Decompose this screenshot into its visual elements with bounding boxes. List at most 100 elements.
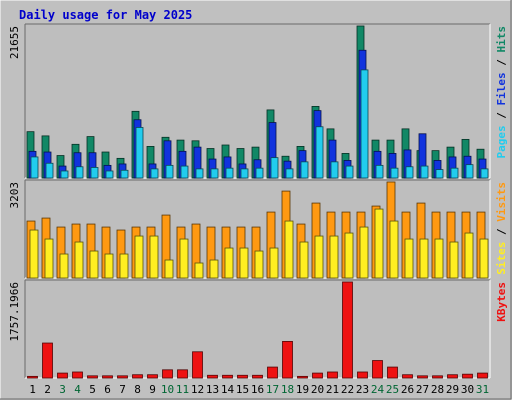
bar-sites-day-28	[434, 238, 444, 279]
bar-pages-day-22	[345, 165, 354, 179]
x-tick-label-day-17: 17	[266, 383, 279, 396]
bar-kbytes-day-25	[387, 366, 398, 379]
bar-kbytes-day-6	[102, 375, 113, 379]
x-tick-label-day-15: 15	[236, 383, 249, 396]
bar-sites-day-9	[149, 235, 159, 279]
bar-sites-day-1	[29, 229, 39, 279]
bar-kbytes-day-12	[192, 351, 203, 379]
bar-sites-day-30	[464, 232, 474, 279]
bar-sites-day-2	[44, 238, 54, 279]
x-tick-label-day-29: 29	[446, 383, 459, 396]
bar-sites-day-19	[299, 241, 309, 279]
bar-pages-day-4	[75, 166, 84, 179]
bar-sites-day-7	[119, 253, 129, 279]
bar-sites-day-25	[389, 220, 399, 279]
bar-pages-day-14	[225, 167, 234, 179]
chart-title: Daily usage for May 2025	[19, 8, 192, 22]
bar-sites-day-29	[449, 241, 459, 279]
x-tick-label-day-3: 3	[59, 383, 66, 396]
x-tick-label-day-10: 10	[161, 383, 174, 396]
bar-kbytes-day-14	[222, 374, 233, 379]
panel-max-label: 1757.1966	[8, 282, 21, 342]
bar-pages-day-8	[135, 127, 144, 179]
panel-background	[25, 280, 490, 378]
x-axis-day-labels: 1 2 3 4 5 6 7 8 9 10 11 12 13 14 15 16 17 18 19 20 21 22 23 24 2…	[29, 383, 489, 396]
bar-pages-day-13	[210, 168, 219, 179]
x-tick-label-day-9: 9	[149, 383, 156, 396]
bar-sites-day-5	[89, 250, 99, 279]
x-tick-label-day-22: 22	[341, 383, 354, 396]
x-tick-label-day-13: 13	[206, 383, 219, 396]
bar-kbytes-day-28	[432, 375, 443, 379]
legend-visits: Visits	[495, 182, 508, 222]
legend-separator: /	[495, 106, 508, 126]
x-tick-label-day-30: 30	[461, 383, 474, 396]
x-tick-label-day-25: 25	[386, 383, 399, 396]
bar-pages-day-9	[150, 168, 159, 179]
bar-kbytes-day-2	[42, 342, 53, 379]
bar-sites-day-20	[314, 235, 324, 279]
x-tick-label-day-31: 31	[476, 383, 489, 396]
x-tick-label-day-7: 7	[119, 383, 126, 396]
bar-pages-day-1	[30, 156, 39, 179]
legend-kbytes: KBytes	[495, 282, 508, 322]
panel-visits_sites: 3203 Sites / Visits	[8, 179, 508, 279]
x-tick-label-day-16: 16	[251, 383, 264, 396]
bar-sites-day-26	[404, 238, 414, 279]
bar-kbytes-day-9	[147, 374, 158, 379]
legend-separator: /	[495, 53, 508, 73]
bar-sites-day-21	[329, 235, 339, 279]
bar-kbytes-day-19	[297, 375, 308, 379]
chart-panels: 21655 Pages / Files / Hits 3203 Sites / Vis…	[8, 23, 508, 379]
bar-kbytes-day-4	[72, 371, 83, 379]
bar-kbytes-day-16	[252, 374, 263, 379]
bar-pages-day-23	[360, 69, 369, 179]
panel-max-label: 21655	[8, 26, 21, 59]
panel-legend: Pages / Files / Hits	[495, 26, 508, 159]
bar-pages-day-19	[300, 161, 309, 179]
x-tick-label-day-6: 6	[104, 383, 111, 396]
x-tick-label-day-21: 21	[326, 383, 339, 396]
bar-sites-day-13	[209, 259, 219, 279]
panel-kbytes: 1757.1966 KBytes	[8, 279, 508, 379]
bar-pages-day-12	[195, 168, 204, 179]
bar-kbytes-day-31	[477, 372, 488, 379]
bar-sites-day-16	[254, 250, 264, 279]
bar-pages-day-20	[315, 126, 324, 179]
bar-pages-day-18	[285, 168, 294, 179]
panel-legend: KBytes	[495, 282, 508, 322]
bar-sites-day-31	[479, 238, 489, 279]
x-tick-label-day-1: 1	[29, 383, 36, 396]
bar-pages-day-2	[45, 162, 54, 179]
legend-separator: /	[495, 222, 508, 242]
bar-pages-day-15	[240, 168, 249, 179]
x-tick-label-day-8: 8	[134, 383, 141, 396]
bar-sites-day-6	[104, 253, 114, 279]
x-tick-label-day-11: 11	[176, 383, 189, 396]
bar-pages-day-21	[330, 161, 339, 179]
bar-kbytes-day-21	[327, 371, 338, 379]
bar-kbytes-day-29	[447, 374, 458, 379]
panel-max-label: 3203	[8, 182, 21, 209]
bar-sites-day-4	[74, 241, 84, 279]
bar-sites-day-8	[134, 235, 144, 279]
bar-kbytes-day-7	[117, 375, 128, 379]
bar-sites-day-24	[374, 208, 384, 279]
x-tick-label-day-24: 24	[371, 383, 385, 396]
x-tick-label-day-2: 2	[44, 383, 51, 396]
bar-sites-day-14	[224, 247, 234, 279]
legend-files: Files	[495, 72, 508, 105]
bar-sites-day-27	[419, 238, 429, 279]
x-tick-label-day-28: 28	[431, 383, 444, 396]
bar-pages-day-28	[435, 169, 444, 179]
bar-kbytes-day-10	[162, 369, 173, 379]
bar-pages-day-27	[420, 165, 429, 179]
bar-pages-day-7	[120, 169, 129, 179]
x-tick-label-day-5: 5	[89, 383, 96, 396]
bar-kbytes-day-22	[342, 281, 353, 379]
bar-sites-day-11	[179, 238, 189, 279]
bar-pages-day-24	[375, 164, 384, 179]
bar-pages-day-17	[270, 157, 279, 179]
panel-hits_files_pages: 21655 Pages / Files / Hits	[8, 23, 508, 179]
